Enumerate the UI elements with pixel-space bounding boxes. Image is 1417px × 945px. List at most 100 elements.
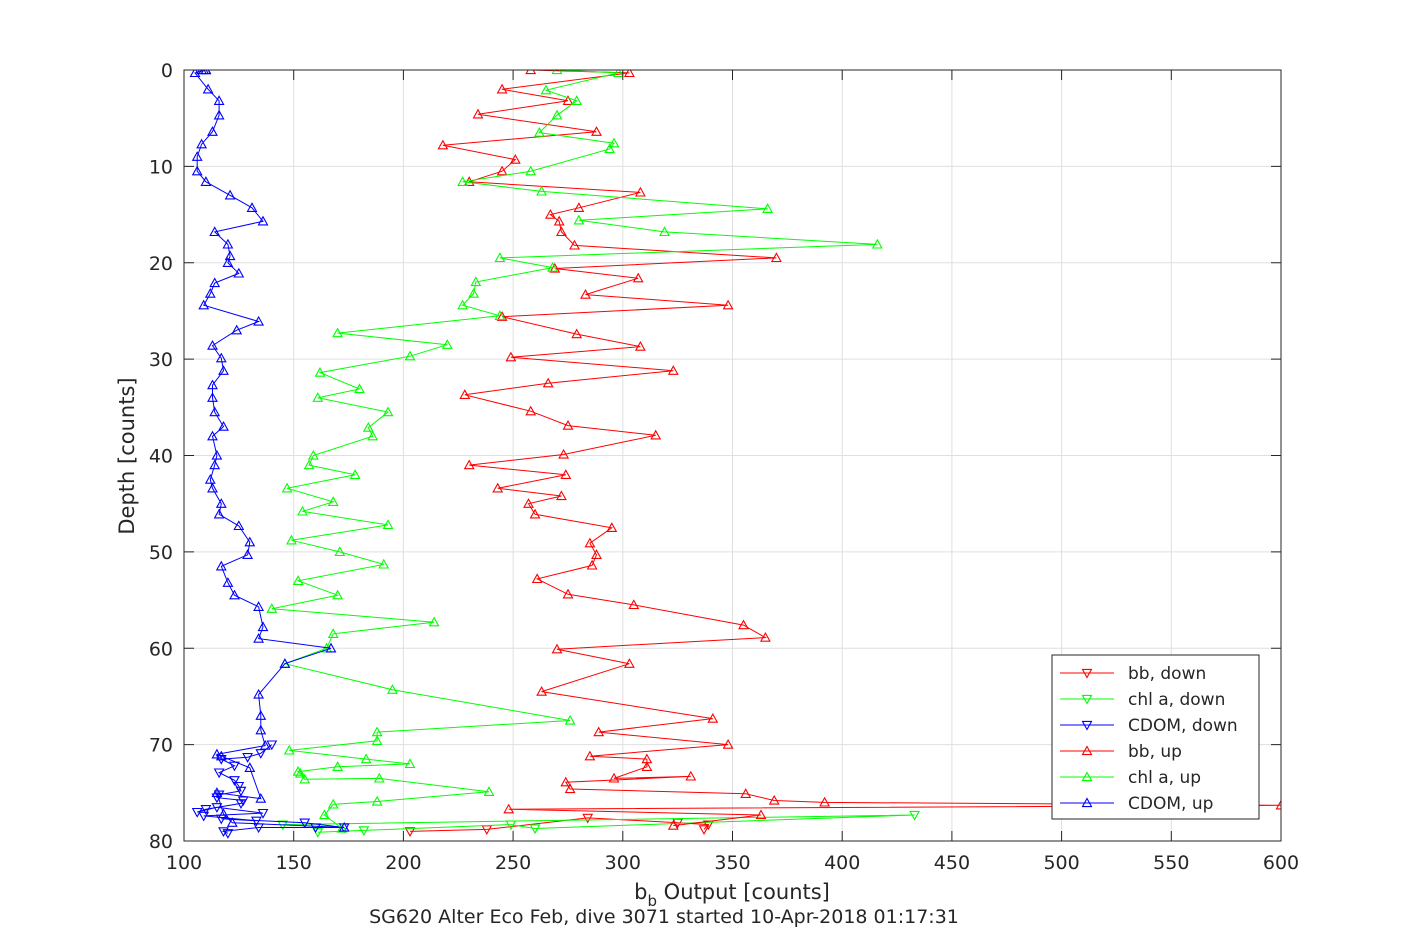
- data-point-cdom-up: [207, 126, 218, 136]
- data-point-cdom-up: [207, 482, 218, 493]
- data-point-cdom-up: [233, 520, 245, 531]
- data-point-chl-a-up: [371, 726, 383, 737]
- series-cdom-up: [189, 70, 350, 832]
- data-point-cdom-up: [253, 632, 265, 643]
- data-point-chl-a-up: [547, 261, 559, 272]
- x-axis-label: bb Output [counts]: [634, 880, 830, 910]
- data-point-cdom-up: [255, 710, 267, 720]
- data-point-chl-a-up: [483, 786, 495, 796]
- legend-label: CDOM, up: [1128, 794, 1213, 814]
- data-point-chl-a-up: [404, 350, 416, 361]
- data-point-cdom-up: [338, 821, 350, 832]
- data-point-chl-a-down: [358, 826, 370, 837]
- data-point-chl-a-up: [294, 767, 306, 778]
- data-point-cdom-up: [233, 267, 245, 278]
- legend-label: bb, down: [1128, 664, 1206, 684]
- data-point-chl-a-up: [371, 795, 383, 806]
- y-tick-label: 70: [149, 735, 173, 757]
- data-point-bb-up: [641, 761, 653, 771]
- data-point-chl-a-up: [604, 143, 616, 154]
- legend-item-bb-down: bb, down: [1060, 664, 1206, 684]
- data-point-bb-up: [560, 469, 572, 479]
- data-point-bb-up: [564, 783, 576, 794]
- data-point-bb-up: [553, 215, 565, 226]
- data-point-bb-up: [505, 351, 517, 362]
- data-point-bb-down: [404, 827, 416, 838]
- data-point-chl-a-up: [336, 822, 348, 833]
- legend-item-bb-up: bb, up: [1060, 742, 1182, 762]
- data-point-bb-up: [634, 186, 646, 197]
- data-point-chl-a-up: [382, 406, 394, 417]
- data-point-bb-up: [542, 377, 554, 388]
- data-point-bb-up: [667, 819, 679, 830]
- data-point-chl-a-up: [659, 226, 670, 237]
- data-point-chl-a-up: [373, 772, 385, 783]
- data-point-bb-up: [591, 549, 602, 559]
- data-point-cdom-up: [224, 250, 236, 261]
- data-point-cdom-down: [266, 740, 278, 751]
- x-tick-label: 400: [824, 852, 860, 874]
- data-point-cdom-up: [257, 621, 269, 632]
- series-line-chl-a-down: [282, 814, 915, 833]
- x-tick-label: 250: [495, 852, 531, 874]
- data-point-chl-a-up: [318, 809, 330, 820]
- data-point-bb-up: [641, 753, 653, 764]
- data-point-chl-a-up: [371, 735, 383, 745]
- data-point-cdom-up: [244, 762, 256, 772]
- data-point-chl-a-up: [378, 558, 390, 569]
- legend-swatch-marker: [1081, 797, 1093, 808]
- data-point-bb-up: [623, 658, 635, 668]
- data-point-bb-up: [707, 712, 719, 723]
- data-point-bb-up: [472, 108, 484, 119]
- data-point-cdom-up: [209, 277, 221, 288]
- data-point-cdom-up: [222, 257, 234, 267]
- data-point-bb-up: [722, 299, 734, 310]
- data-point-chl-a-up: [292, 575, 304, 585]
- data-point-chl-a-up: [536, 185, 548, 196]
- x-tick-label: 350: [714, 852, 750, 874]
- data-point-bb-up: [529, 508, 541, 519]
- data-point-cdom-down: [229, 776, 240, 786]
- legend-label: chl a, down: [1128, 690, 1225, 710]
- data-point-bb-up: [562, 588, 574, 599]
- legend-item-cdom-down: CDOM, down: [1060, 716, 1238, 736]
- data-point-chl-a-up: [762, 203, 774, 213]
- data-point-cdom-up: [211, 449, 223, 460]
- legend-label: bb, up: [1128, 742, 1182, 762]
- data-point-bb-up: [768, 794, 780, 805]
- ticks: 100 150 200 250 300 350 400 450 500 550 600 0 10 20 30…: [149, 60, 1299, 874]
- y-tick-label: 30: [149, 349, 173, 371]
- data-point-cdom-up: [253, 315, 265, 326]
- data-point-bb-up: [606, 522, 618, 532]
- data-point-bb-up: [584, 750, 596, 761]
- data-point-cdom-up: [204, 473, 216, 484]
- data-point-bb-down: [582, 813, 594, 824]
- data-point-chl-a-down: [909, 810, 921, 821]
- data-point-bb-up: [685, 770, 697, 781]
- data-point-chl-a-up: [573, 214, 585, 225]
- legend-item-cdom-up: CDOM, up: [1060, 794, 1213, 814]
- legend: bb, down chl a, down CDOM, down bb, up chl a…: [1051, 654, 1260, 820]
- data-point-bb-up: [650, 429, 662, 440]
- data-point-cdom-up: [218, 420, 229, 431]
- x-axis-label-main: b: [634, 880, 647, 904]
- legend-label: chl a, up: [1128, 768, 1201, 788]
- data-point-cdom-up: [196, 138, 208, 149]
- series-layer: [189, 70, 1281, 839]
- data-point-bb-up: [1275, 799, 1281, 810]
- data-point-bb-up: [531, 573, 543, 584]
- data-point-cdom-down: [310, 823, 322, 834]
- data-point-chl-a-up: [281, 482, 293, 493]
- data-point-chl-a-up: [332, 327, 344, 338]
- x-tick-label: 500: [1043, 852, 1079, 874]
- data-point-cdom-up: [209, 226, 221, 237]
- data-point-chl-a-up: [571, 95, 583, 105]
- data-point-chl-a-up: [457, 299, 469, 310]
- series-line-chl-a-up: [271, 70, 878, 829]
- data-point-chl-a-up: [608, 137, 620, 148]
- data-point-chl-a-up: [312, 392, 324, 402]
- data-point-bb-up: [562, 95, 574, 105]
- data-point-bb-up: [544, 208, 556, 219]
- data-point-bb-up: [459, 389, 471, 399]
